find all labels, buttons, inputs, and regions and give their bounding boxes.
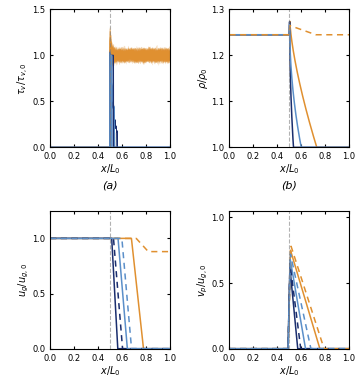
X-axis label: $x/L_0$: $x/L_0$ [100, 163, 120, 176]
Y-axis label: $v_p / u_{g,0}$: $v_p / u_{g,0}$ [196, 263, 210, 296]
Text: (b): (b) [281, 181, 297, 191]
Y-axis label: $\rho/\rho_0$: $\rho/\rho_0$ [196, 67, 210, 89]
X-axis label: $x/L_0$: $x/L_0$ [100, 364, 120, 378]
X-axis label: $x/L_0$: $x/L_0$ [279, 364, 300, 378]
Y-axis label: $\tau_v / \tau_{v,0}$: $\tau_v / \tau_{v,0}$ [16, 62, 31, 95]
Text: (a): (a) [102, 181, 118, 191]
X-axis label: $x/L_0$: $x/L_0$ [279, 163, 300, 176]
Y-axis label: $u_g / u_{g,0}$: $u_g / u_{g,0}$ [16, 263, 31, 297]
